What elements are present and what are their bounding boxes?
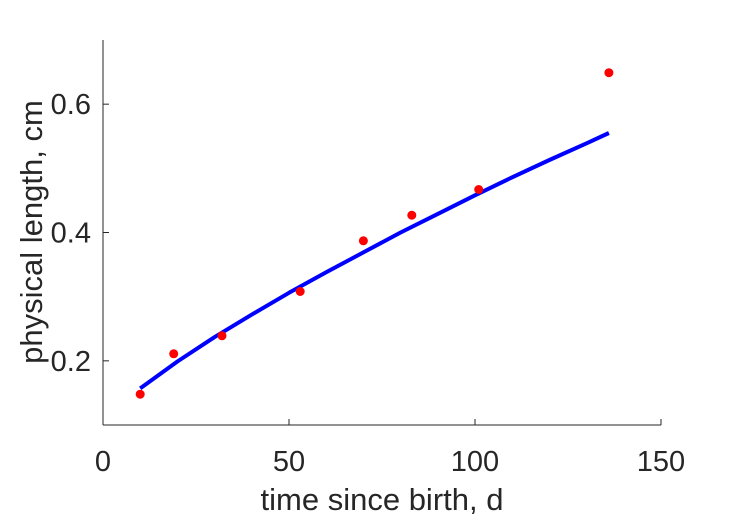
x-axis-label: time since birth, d [261,482,504,517]
fit-curve [139,131,610,391]
data-point [358,236,368,246]
data-point [407,210,417,220]
x-ticks: 0 50 100 150 [95,419,685,478]
axes [102,40,661,426]
y-tick-label: 0.4 [51,218,91,250]
x-tick-label: 50 [273,446,305,478]
x-tick-label: 100 [451,446,499,478]
y-tick-label: 0.6 [51,89,91,121]
series-layer [135,68,614,399]
x-tick-label: 150 [637,446,685,478]
data-point [135,389,145,399]
y-axis-label: physical length, cm [14,100,49,364]
data-point [169,349,179,359]
data-point [217,331,227,341]
data-point [604,68,614,78]
data-point [474,185,484,194]
y-ticks: 0.2 0.4 0.6 [51,89,109,378]
y-tick-label: 0.2 [51,346,91,378]
data-point [295,287,305,296]
x-tick-label: 0 [95,446,111,478]
